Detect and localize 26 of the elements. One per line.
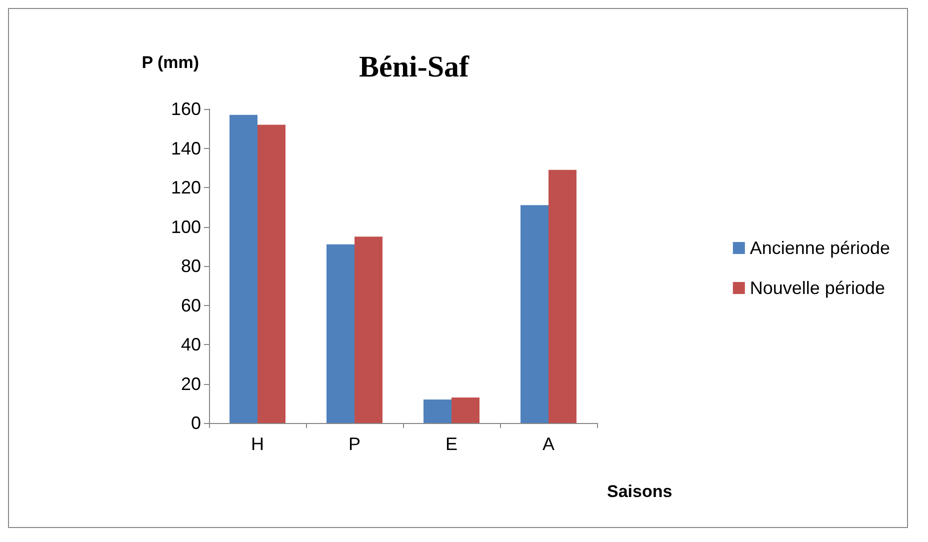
x-axis-title: Saisons bbox=[607, 482, 672, 501]
y-tick-label: 80 bbox=[180, 256, 201, 276]
y-axis-title: P (mm) bbox=[142, 53, 199, 72]
x-tick-label: P bbox=[348, 434, 361, 454]
bar bbox=[258, 124, 286, 423]
y-tick-label: 160 bbox=[170, 99, 201, 119]
y-tick-label: 120 bbox=[170, 178, 201, 198]
bar bbox=[326, 244, 354, 423]
bar bbox=[548, 170, 576, 423]
bar bbox=[230, 114, 258, 423]
bar bbox=[424, 399, 452, 423]
x-tick-label: E bbox=[445, 434, 458, 454]
y-tick-label: 100 bbox=[170, 216, 201, 237]
legend-label: Ancienne période bbox=[750, 238, 890, 258]
legend-label: Nouvelle période bbox=[750, 278, 885, 298]
chart-title: Béni-Saf bbox=[358, 50, 470, 84]
x-tick-label: H bbox=[251, 434, 264, 454]
y-tick-label: 40 bbox=[180, 334, 201, 354]
y-tick-label: 20 bbox=[180, 374, 201, 394]
y-tick-label: 60 bbox=[180, 295, 201, 316]
bar bbox=[520, 205, 548, 423]
bar bbox=[452, 397, 480, 423]
bar bbox=[354, 236, 382, 423]
x-tick-label: A bbox=[542, 434, 555, 454]
y-tick-label: 0 bbox=[190, 413, 201, 433]
y-tick-label: 140 bbox=[170, 138, 201, 158]
